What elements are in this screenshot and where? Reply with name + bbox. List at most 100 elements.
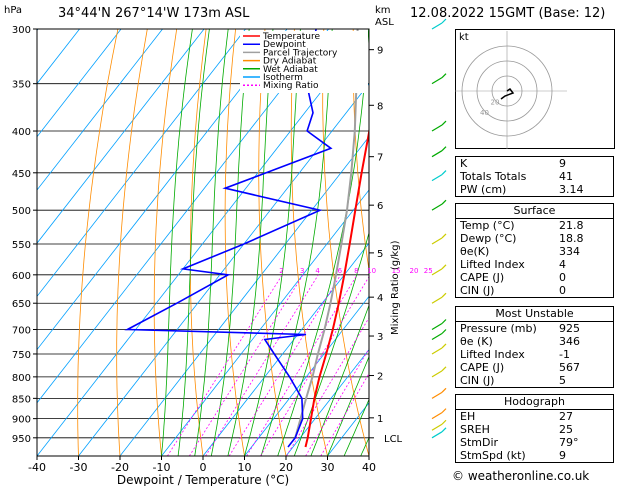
copyright-footer: © weatheronline.co.uk	[452, 469, 590, 483]
km-tick-label: 1	[377, 414, 383, 425]
mixing-ratio-line	[205, 274, 319, 456]
row-value: -1	[559, 348, 570, 361]
wind-barb-flag	[441, 408, 447, 414]
pressure-tick-label: 550	[12, 240, 31, 251]
wet-adiabat	[277, 29, 369, 456]
wind-barb	[431, 203, 443, 211]
temp-tick-label: -20	[111, 461, 129, 474]
row-label: Pressure (mb)	[460, 322, 537, 335]
table-title: Most Unstable	[456, 307, 613, 322]
wet-adiabat	[244, 29, 301, 456]
hodograph-trace	[500, 87, 515, 100]
wind-barb	[431, 347, 443, 355]
wind-barb-flag	[441, 419, 447, 425]
pressure-tick-label: 800	[12, 373, 31, 384]
wind-barb	[431, 150, 443, 158]
row-value: 346	[559, 335, 580, 348]
table-row: Pressure (mb) 925	[456, 322, 613, 335]
table-title: Surface	[456, 204, 613, 219]
mixing-ratio-label: 8	[354, 267, 358, 275]
isotherm-line	[161, 189, 369, 456]
dewpoint-line	[124, 29, 333, 448]
mixing-ratio-line	[228, 274, 341, 456]
wind-barb-flag	[441, 319, 447, 324]
wind-barb-flag	[441, 73, 447, 79]
location-label: 34°44'N 267°14'W 173m ASL	[58, 6, 250, 21]
pressure-tick-label: 450	[12, 169, 31, 180]
isotherm-line	[37, 29, 369, 456]
mixing-ratio-line	[305, 347, 369, 456]
wind-barb	[431, 431, 443, 439]
mixing-ratio-line	[167, 274, 283, 456]
wind-barb-flag	[441, 146, 447, 152]
surface-table: Surface Temp (°C) 21.8 Dewp (°C) 18.8 θe(K) 33…	[455, 203, 614, 298]
wind-barb-flag	[441, 120, 447, 126]
row-value: 567	[559, 361, 580, 374]
km-tick-label: 4	[377, 293, 383, 304]
wet-adiabat	[227, 29, 274, 456]
wind-barb	[431, 391, 443, 399]
row-value: 25	[559, 423, 573, 436]
row-label: EH	[460, 410, 476, 423]
wet-adiabat	[177, 29, 210, 456]
temp-tick-label: -30	[70, 461, 88, 474]
mixing-ratio-label: 2	[279, 267, 283, 275]
isotherm-line	[37, 29, 163, 191]
row-label: SREH	[460, 423, 490, 436]
wet-adiabat	[343, 398, 369, 456]
row-value: 4	[559, 258, 566, 271]
wind-barb	[431, 322, 443, 331]
row-label: θe(K)	[460, 245, 490, 258]
legend-entry: Dewpoint	[263, 40, 306, 50]
isotherm-line	[119, 136, 369, 456]
wet-adiabat	[161, 29, 193, 456]
isotherm-line	[37, 29, 329, 404]
wet-adiabat	[293, 231, 369, 456]
row-value: 18.8	[559, 232, 584, 245]
table-row: θe(K) 334	[456, 245, 613, 258]
hodograph-table: Hodograph EH 27 SREH 25 StmDir 79° StmSpd (kt) 9	[455, 394, 614, 463]
row-value: 925	[559, 322, 580, 335]
isotherm-line	[244, 295, 369, 456]
mixing-ratio-label: 4	[315, 267, 320, 275]
dry-adiabat	[618, 29, 629, 456]
isotherm-line	[37, 29, 246, 298]
row-label: CIN (J)	[460, 284, 495, 297]
km-tick-label: 7	[377, 153, 383, 164]
row-label: Totals Totals	[460, 170, 527, 183]
row-label: Lifted Index	[460, 348, 525, 361]
table-row: Lifted Index 4	[456, 258, 613, 271]
table-row: StmDir 79°	[456, 436, 613, 449]
dry-adiabat	[258, 29, 287, 456]
row-value: 21.8	[559, 219, 584, 232]
mixing-ratio-line	[286, 316, 369, 456]
hodograph-unit-label: kt	[459, 32, 469, 43]
wind-barb	[431, 174, 443, 182]
mixing-ratio-axis-title: Mixing Ratio (g/kg)	[390, 240, 401, 335]
isotherm-line	[37, 29, 205, 244]
hodograph-ring-label: 20	[491, 99, 500, 107]
row-label: Dewp (°C)	[460, 232, 517, 245]
pressure-tick-label: 700	[12, 326, 31, 337]
row-label: K	[460, 157, 468, 170]
wet-adiabat	[210, 29, 250, 456]
mixing-ratio-label: 15	[392, 267, 401, 275]
temp-tick-label: 10	[238, 461, 252, 474]
row-label: CAPE (J)	[460, 271, 505, 284]
isotherm-line	[285, 348, 369, 456]
wind-barb-flag	[441, 170, 447, 176]
wind-barb-flag	[441, 18, 447, 24]
table-row: EH 27	[456, 410, 613, 423]
parcel-trajectory-line	[294, 29, 359, 439]
table-row: Totals Totals 41	[456, 170, 613, 183]
legend-entry: Parcel Trajectory	[263, 48, 338, 58]
row-value: 5	[559, 374, 566, 387]
wind-barb-flag	[441, 366, 447, 372]
wet-adiabat	[310, 304, 369, 456]
legend-box	[240, 31, 368, 93]
row-value: 0	[559, 284, 566, 297]
legend-entry: Wet Adiabat	[263, 65, 318, 75]
table-row: Lifted Index -1	[456, 348, 613, 361]
